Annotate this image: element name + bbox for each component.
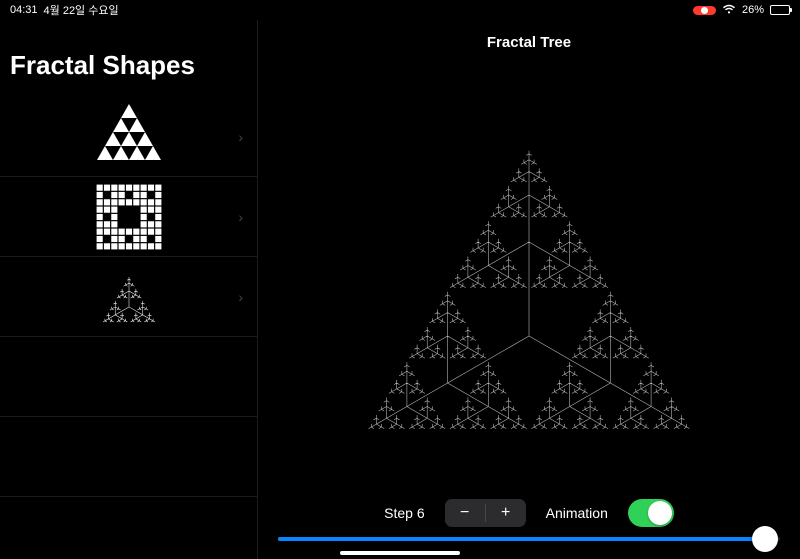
slider-thumb[interactable] (752, 526, 778, 552)
status-right: 26% (693, 3, 790, 17)
step-decrement-button[interactable]: − (445, 499, 485, 527)
animation-label: Animation (546, 505, 608, 521)
battery-percent: 26% (742, 4, 764, 16)
battery-icon (770, 5, 790, 15)
chevron-right-icon: › (238, 129, 243, 145)
sidebar: Fractal Shapes › › (0, 20, 258, 559)
step-increment-button[interactable]: + (486, 499, 526, 527)
toggle-knob (648, 501, 672, 525)
animation-toggle[interactable] (628, 499, 674, 527)
sierpinski-carpet-icon (96, 184, 162, 250)
status-bar: 04:31 4월 22일 수요일 26% (0, 0, 800, 20)
screen-recording-indicator[interactable] (693, 6, 716, 15)
page-title: Fractal Tree (258, 20, 800, 65)
status-left: 04:31 4월 22일 수요일 (10, 2, 119, 18)
sierpinski-triangle-icon (91, 104, 167, 170)
sidebar-title: Fractal Shapes (0, 20, 257, 97)
slider-fill (278, 537, 765, 541)
status-time: 04:31 (10, 4, 38, 16)
status-date: 4월 22일 수요일 (44, 2, 119, 18)
record-dot-icon (701, 7, 708, 14)
wifi-icon (722, 3, 736, 17)
step-stepper: − + (445, 499, 526, 527)
progress-slider-row (258, 531, 800, 559)
progress-slider[interactable] (278, 537, 780, 541)
controls-row: Step 6 − + Animation (258, 491, 800, 531)
sidebar-item-sierpinski-triangle[interactable]: › (0, 97, 257, 177)
chevron-right-icon: › (238, 289, 243, 305)
step-label: Step 6 (384, 505, 424, 521)
detail-pane: Fractal Tree Step 6 − + Animation (258, 20, 800, 559)
fractal-canvas (258, 65, 800, 491)
sidebar-item-fractal-tree[interactable]: › (0, 257, 257, 337)
fractal-tree-thumb-icon (96, 269, 162, 325)
sidebar-item-empty (0, 417, 257, 497)
sidebar-item-empty (0, 337, 257, 417)
home-indicator[interactable] (340, 551, 460, 555)
sidebar-item-sierpinski-carpet[interactable]: › (0, 177, 257, 257)
chevron-right-icon: › (238, 209, 243, 225)
